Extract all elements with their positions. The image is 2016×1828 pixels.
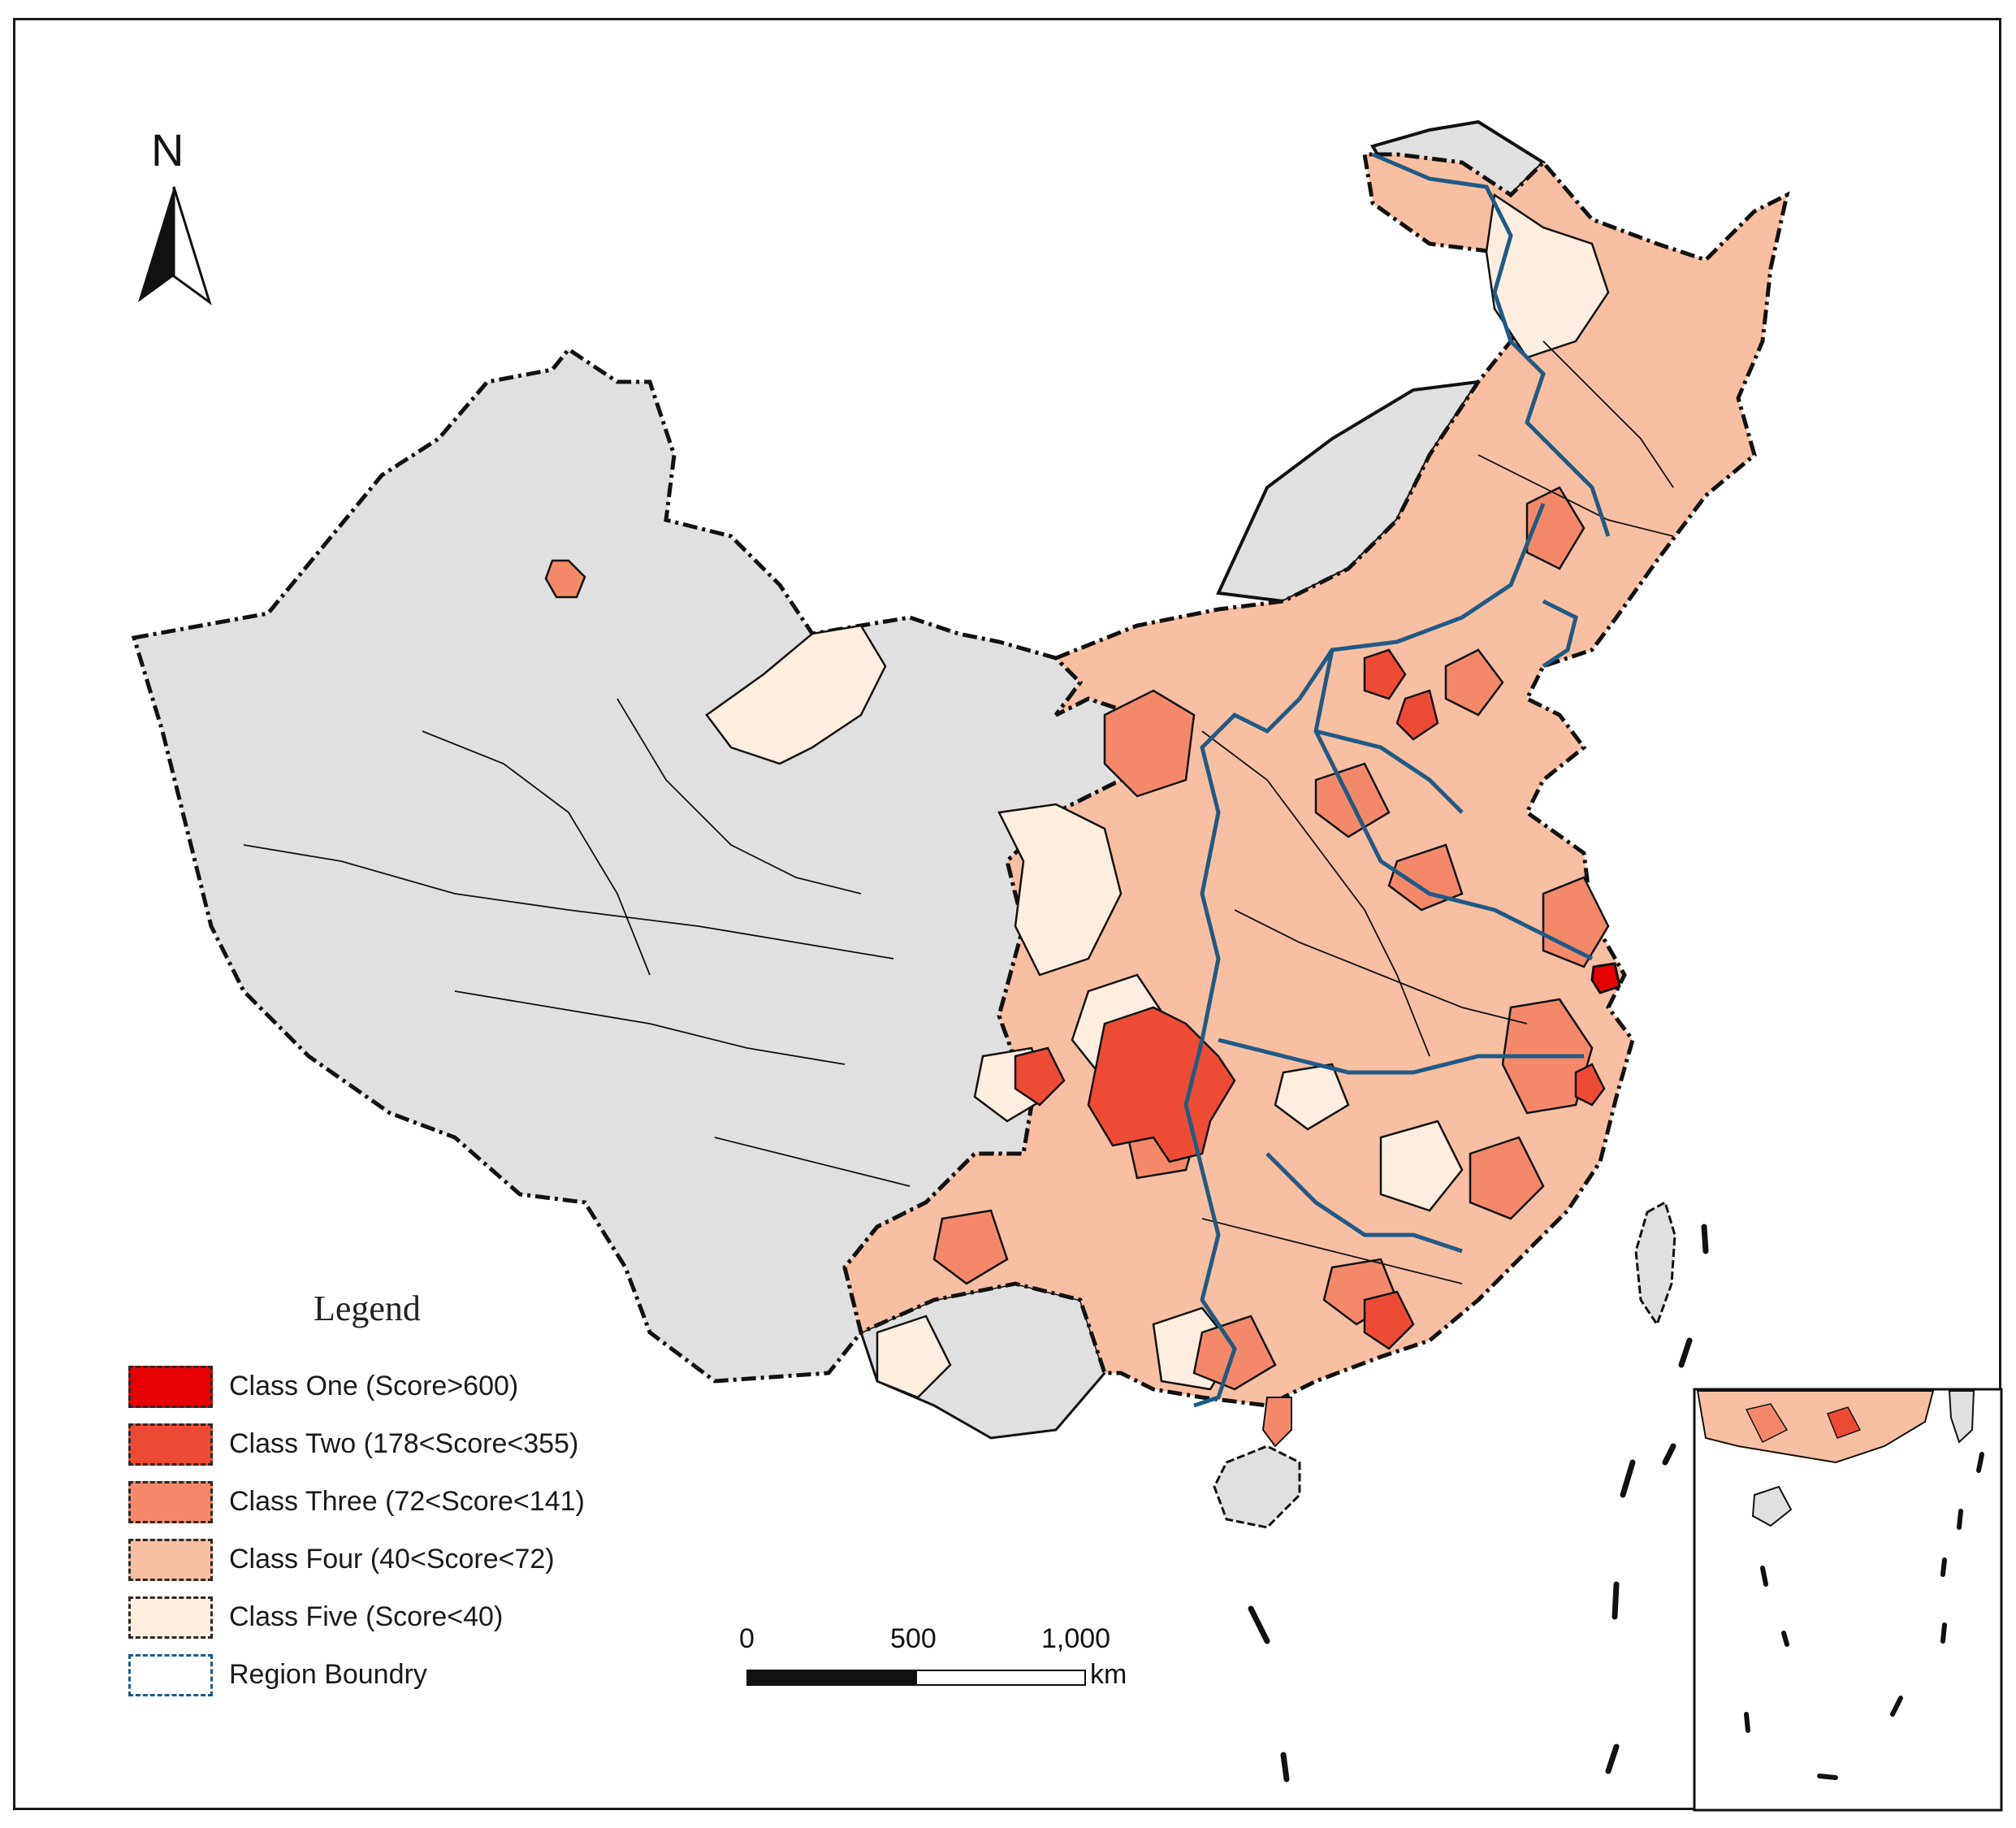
legend-swatch [128,1366,213,1408]
scale-tick-label: 500 [890,1623,937,1654]
legend-label: Region Boundry [229,1659,427,1690]
south-china-sea-inset [1693,1388,2003,1812]
scale-tick-label: 0 [739,1623,755,1654]
legend-label: Class Five (Score<40) [229,1601,504,1632]
scale-bar: 0 500 1,000 km [731,1623,1127,1713]
class-five-areas [705,193,1610,1399]
hainan-no-data [1213,1445,1301,1529]
region-boundaries [1183,152,1611,1408]
north-label: N [151,124,184,175]
legend-swatch [128,1654,213,1696]
legend-item-class-five: Class Five (Score<40) [128,1596,648,1642]
legend-item-class-three: Class Three (72<Score<141) [128,1481,648,1527]
legend-item-class-one: Class One (Score>600) [128,1366,648,1411]
scale-tick-label: 1,000 [1041,1623,1111,1654]
legend-title: Legend [314,1289,421,1328]
leizhou-peninsula [1261,1397,1292,1448]
legend-item-class-two: Class Two (178<Score<355) [128,1423,648,1469]
scale-unit: km [1090,1659,1127,1690]
internal-boundaries [243,340,1674,1284]
scale-bar-graphic [746,1670,1086,1686]
legend-swatch [128,1596,213,1639]
north-arrow-icon [138,186,212,305]
legend-label: Class Three (72<Score<141) [229,1486,585,1517]
class-two-areas [1014,648,1606,1350]
class-one-area [1590,962,1621,994]
legend: Legend Class One (Score>600) Class Two (… [128,1288,648,1710]
legend-item-class-four: Class Four (40<Score<72) [128,1539,648,1584]
legend-swatch [128,1423,213,1466]
south-china-sea-dashes [1248,1224,1709,1783]
taiwan-no-data [1634,1200,1676,1328]
legend-item-region-boundary: Region Boundry [128,1654,648,1700]
legend-label: Class Four (40<Score<72) [229,1544,555,1575]
legend-swatch [128,1481,213,1523]
legend-label: Class One (Score>600) [229,1371,519,1401]
legend-label: Class Two (178<Score<355) [229,1428,579,1459]
legend-swatch [128,1539,213,1581]
